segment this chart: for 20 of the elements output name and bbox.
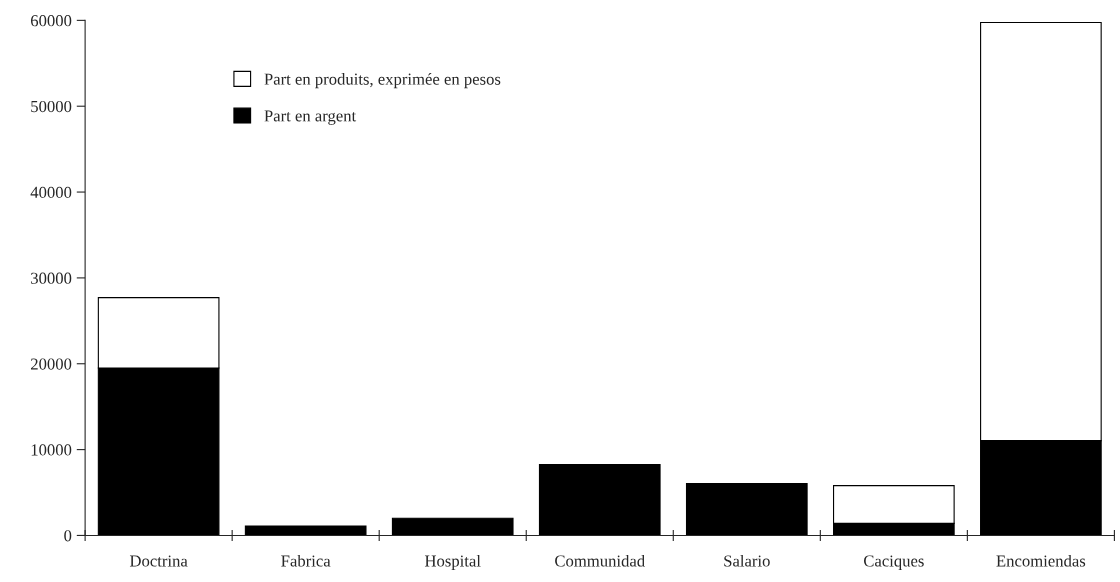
- y-tick-label: 0: [64, 530, 72, 542]
- x-tick-label: Doctrina: [129, 555, 188, 567]
- y-tick-label: 40000: [30, 186, 72, 199]
- bar: [244, 525, 367, 536]
- x-tick-label: Encomiendas: [996, 554, 1086, 567]
- legend-label: Part en produits, exprimée en pesos: [264, 73, 501, 89]
- y-tick-label: 30000: [31, 272, 72, 284]
- bar: [685, 482, 808, 536]
- x-tick-label: Fabrica: [281, 554, 331, 567]
- y-tick-label: 60000: [30, 15, 72, 27]
- bar: [391, 517, 514, 536]
- y-tick-label: 20000: [30, 358, 72, 370]
- x-tick-label: Salario: [724, 554, 770, 567]
- x-tick-label: Communidad: [555, 554, 645, 567]
- x-tick-label: Caciques: [863, 555, 924, 570]
- bar: [538, 464, 661, 536]
- y-tick-label: 10000: [31, 444, 72, 456]
- legend-label: Part en argent: [264, 110, 357, 125]
- y-tick-label: 50000: [31, 100, 72, 113]
- x-tick-label: Hospital: [424, 554, 481, 570]
